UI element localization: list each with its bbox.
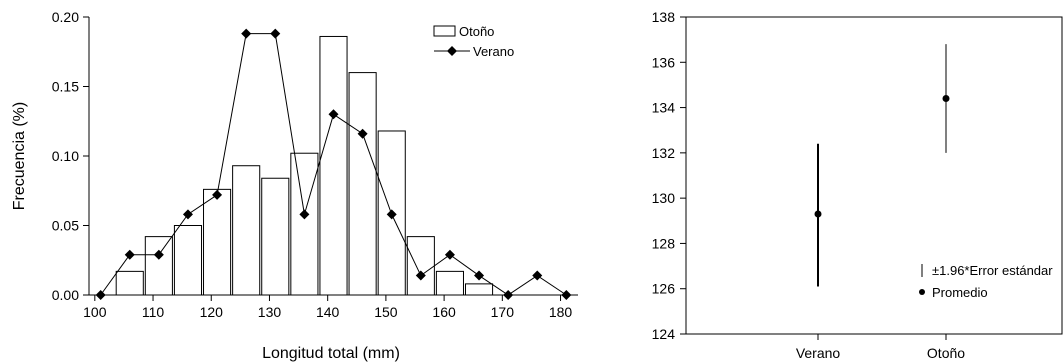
histogram-chart: 0.00 0.05 0.10 0.15 0.20 100 110 120 130 140 150 1… xyxy=(11,9,578,362)
bar-otono xyxy=(144,236,173,296)
x-tick-label: 170 xyxy=(491,304,515,320)
y-tick-label: 0.05 xyxy=(52,218,79,234)
x-tick-label: 110 xyxy=(142,304,165,320)
point-verano xyxy=(357,128,368,139)
legend-label-error: ±1.96*Error estándar xyxy=(932,263,1053,278)
y-tick-label: 136 xyxy=(652,54,676,70)
y-axis-title: Frecuencia (%) xyxy=(11,102,28,210)
point-verano xyxy=(270,28,281,39)
y-tick-label: 130 xyxy=(652,190,676,206)
y-tick-label: 0.20 xyxy=(52,9,79,25)
x-axis-title: Longitud total (mm) xyxy=(262,345,400,362)
point-verano xyxy=(503,290,514,300)
bar-otono xyxy=(319,35,348,296)
point-verano xyxy=(328,109,339,120)
point-verano xyxy=(386,209,397,220)
point-verano xyxy=(444,249,455,260)
point-verano xyxy=(95,290,106,300)
y-tick-label: 128 xyxy=(652,235,676,251)
bar-otono xyxy=(464,283,494,296)
y-tick-label: 0.00 xyxy=(52,287,79,303)
point-verano xyxy=(153,249,164,260)
x-tick-label: 130 xyxy=(258,304,282,320)
bar-otono xyxy=(406,236,435,296)
point-verano xyxy=(561,290,572,300)
y-tick-label: 132 xyxy=(652,145,676,161)
bar-otono xyxy=(261,177,290,296)
mean-point xyxy=(942,95,950,103)
legend-bar-swatch xyxy=(433,25,456,37)
bar-otono xyxy=(173,225,203,296)
y-tick-label: 0.10 xyxy=(52,148,79,164)
point-verano xyxy=(415,270,426,281)
x-tick-label: 150 xyxy=(374,304,398,320)
legend-mean-marker xyxy=(919,289,925,295)
legend-label-verano: Verano xyxy=(473,44,514,59)
y-tick-label: 0.15 xyxy=(52,79,79,95)
mean-point xyxy=(814,210,822,218)
bar-otono xyxy=(435,270,464,296)
x-tick-label: 160 xyxy=(432,304,456,320)
left-legend: Otoño Verano xyxy=(433,24,514,59)
y-tick-label: 138 xyxy=(652,9,676,25)
legend-diamond-marker xyxy=(447,46,457,56)
x-tick-label: 100 xyxy=(83,304,107,320)
x-tick-label: 120 xyxy=(200,304,224,320)
bar-otono xyxy=(348,72,377,296)
legend-label-otono: Otoño xyxy=(459,24,494,39)
y-tick-label: 124 xyxy=(652,326,676,342)
point-verano xyxy=(299,209,310,220)
legend-label-mean: Promedio xyxy=(932,285,988,300)
bar-otono xyxy=(290,152,319,296)
y-tick-label: 126 xyxy=(652,281,676,297)
right-plot-frame xyxy=(685,16,1063,335)
bar-otono xyxy=(203,188,232,296)
point-verano xyxy=(241,28,252,39)
x-tick-label: 140 xyxy=(316,304,340,320)
right-legend: ±1.96*Error estándar Promedio xyxy=(919,263,1053,300)
point-verano xyxy=(212,189,223,200)
point-verano xyxy=(532,270,543,281)
x-tick-label: Otoño xyxy=(927,345,965,361)
y-tick-label: 134 xyxy=(652,100,676,116)
point-verano xyxy=(124,249,135,260)
bar-otono xyxy=(232,165,261,296)
bar-otono xyxy=(115,270,144,296)
point-verano xyxy=(182,209,193,220)
x-tick-label: 180 xyxy=(549,304,573,320)
mean-error-chart: 124 126 128 130 132 134 136 138 Verano Otoño ±1.… xyxy=(652,9,1063,361)
x-tick-label: Verano xyxy=(796,345,841,361)
point-verano xyxy=(474,270,485,281)
